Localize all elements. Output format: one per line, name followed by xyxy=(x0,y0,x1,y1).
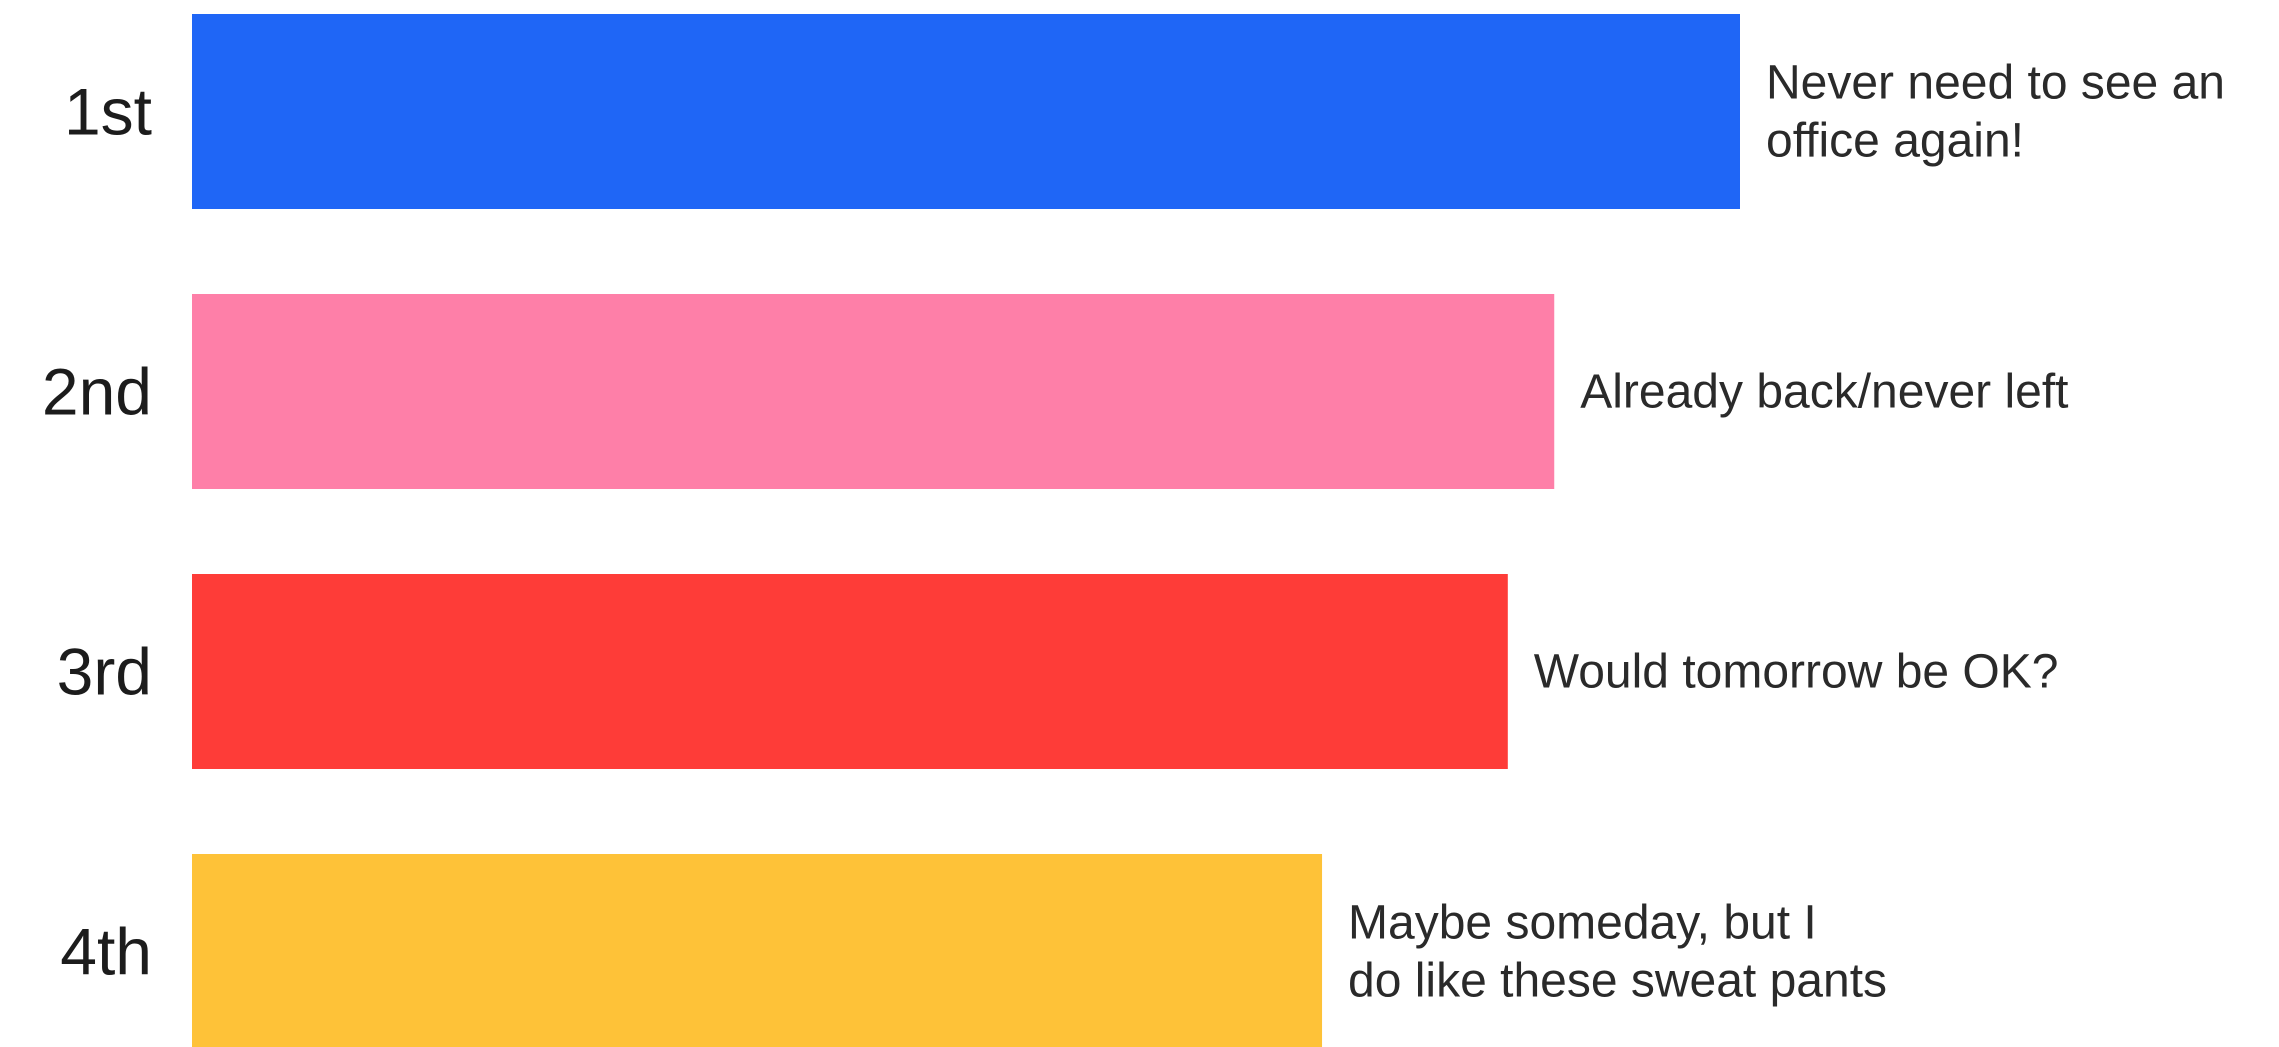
bar-label-line: Would tomorrow be OK? xyxy=(1534,646,2059,699)
rank-label-4th: 4th xyxy=(60,915,152,989)
rank-label-3rd: 3rd xyxy=(57,635,152,709)
rank-label-1st: 1st xyxy=(64,75,152,149)
rank-label-2nd: 2nd xyxy=(42,355,152,429)
bar-label-line: do like these sweat pants xyxy=(1348,955,1887,1008)
bar-label-2nd: Already back/never left xyxy=(1580,366,2068,419)
bar-label-line: Maybe someday, but I xyxy=(1348,897,1817,950)
bar-1st xyxy=(192,14,1740,209)
bar-label-line: Already back/never left xyxy=(1580,366,2068,419)
bar-3rd xyxy=(192,574,1508,769)
bar-label-line: office again! xyxy=(1766,115,2024,168)
bar-label-line: Never need to see an xyxy=(1766,57,2225,110)
bar-2nd xyxy=(192,294,1555,489)
bar-label-1st: Never need to see an office again! xyxy=(1766,57,2225,168)
bar-label-3rd: Would tomorrow be OK? xyxy=(1534,646,2059,699)
bar-4th xyxy=(192,854,1323,1047)
